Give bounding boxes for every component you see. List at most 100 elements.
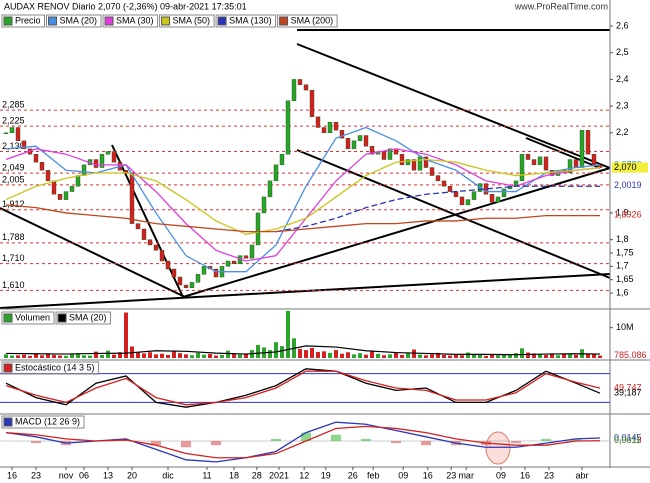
volume-bar xyxy=(100,354,104,358)
legend-label: SMA (130) xyxy=(229,15,272,25)
volume-bar xyxy=(550,353,554,358)
volume-bar xyxy=(568,354,572,358)
x-tick-label: nov xyxy=(59,470,74,480)
x-tick-label: 23 xyxy=(544,470,554,480)
candle xyxy=(531,159,537,166)
x-tick-label: abr xyxy=(575,470,588,480)
volume-bar xyxy=(124,312,128,358)
volume-bar xyxy=(400,354,404,358)
trend-lines xyxy=(0,29,611,309)
legend-box xyxy=(1,361,100,375)
candle xyxy=(141,228,147,240)
legend-label: SMA (20) xyxy=(69,312,107,322)
x-tick-label: 12 xyxy=(299,470,309,480)
volume-bar xyxy=(142,353,146,358)
legend-box xyxy=(102,14,159,28)
candle xyxy=(519,153,525,182)
last-value-label: 0,0013 xyxy=(614,435,642,445)
volume-bar xyxy=(526,352,530,358)
sma-line xyxy=(5,204,600,233)
volume-bar xyxy=(520,348,524,358)
candle xyxy=(189,282,195,288)
volume-bar xyxy=(40,355,44,358)
candle xyxy=(591,153,597,166)
candle xyxy=(99,153,105,168)
volume-bar xyxy=(340,353,344,358)
volume-bar xyxy=(394,352,398,358)
legend-item: Estocástico (14 3 5) xyxy=(1,361,100,375)
candle xyxy=(339,129,345,139)
legend-item: SMA (20) xyxy=(46,14,102,28)
last-value-label: 2,070 xyxy=(614,162,637,172)
candle xyxy=(441,180,447,187)
level-label: 2,049 xyxy=(2,163,25,173)
x-tick-label: 09 xyxy=(496,470,506,480)
candle xyxy=(405,159,411,166)
candle xyxy=(15,127,21,142)
volume-bar xyxy=(370,351,374,358)
x-tick-label: 16 xyxy=(423,470,433,480)
legend-label: Precio xyxy=(15,15,41,25)
y-tick-label: 1,9 xyxy=(616,207,629,217)
x-tick-label: 23 xyxy=(446,470,456,480)
x-tick-label: dic xyxy=(162,470,174,480)
trend-line xyxy=(0,273,611,309)
volume-bar xyxy=(94,351,98,358)
candle xyxy=(51,180,57,195)
volume-bar xyxy=(64,355,68,358)
volume-bar xyxy=(118,352,122,358)
x-tick-label: 26 xyxy=(348,470,358,480)
candle xyxy=(489,194,495,203)
volume-bar xyxy=(280,346,284,358)
candle xyxy=(453,191,459,198)
volume-bar xyxy=(226,350,230,358)
last-value-label: 0,0145 xyxy=(614,432,642,442)
volume-bar xyxy=(352,354,356,358)
candle xyxy=(153,244,159,251)
x-tick-label: 16 xyxy=(7,470,17,480)
histogram-bar xyxy=(391,441,401,444)
candle xyxy=(231,260,237,264)
macd-line xyxy=(5,425,601,459)
volume-bar xyxy=(58,355,62,358)
candle xyxy=(447,186,453,192)
legend-item: Volumen xyxy=(1,311,55,325)
candle xyxy=(81,164,87,176)
volume-bar xyxy=(454,354,458,358)
volume-bar xyxy=(412,349,416,358)
candle xyxy=(129,172,135,224)
legend-swatch xyxy=(3,417,13,427)
candle xyxy=(465,199,471,206)
candle xyxy=(69,186,75,192)
volume-bar xyxy=(436,352,440,358)
candle xyxy=(255,212,261,246)
candle xyxy=(195,274,201,283)
candle xyxy=(45,170,51,182)
y-tick-label: 2,6 xyxy=(616,20,629,30)
volume-bar xyxy=(172,351,176,358)
legend-swatch xyxy=(161,16,171,26)
volume-bar xyxy=(478,354,482,358)
legend-box xyxy=(159,14,215,28)
volume-bar xyxy=(466,352,470,358)
legend-box xyxy=(277,14,338,28)
volume-bar xyxy=(154,354,158,358)
volume-bar xyxy=(538,354,542,358)
level-label: 2,285 xyxy=(2,100,25,110)
y-tick-label: 1,6 xyxy=(616,287,629,297)
volume-bar xyxy=(214,355,218,358)
candle xyxy=(303,84,309,91)
candle xyxy=(75,175,81,187)
oscillator-line xyxy=(5,368,601,408)
legend-box xyxy=(55,311,112,325)
volume-bar xyxy=(346,352,350,358)
legend-swatch xyxy=(279,16,289,26)
legend-box xyxy=(215,14,277,28)
volume-bar xyxy=(256,344,260,358)
level-label: 1,610 xyxy=(2,280,25,290)
volume-bar xyxy=(376,353,380,358)
candle xyxy=(171,268,177,278)
candle xyxy=(273,164,279,182)
volume-bar xyxy=(310,347,314,358)
